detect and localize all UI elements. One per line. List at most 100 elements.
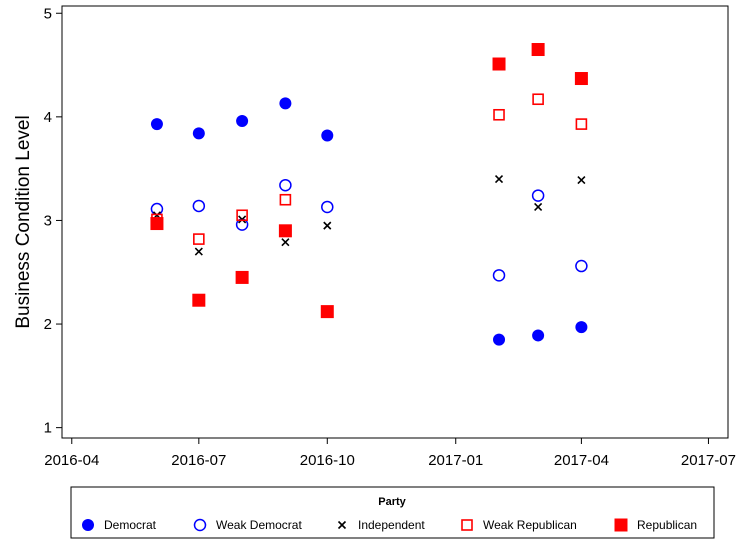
marker-shape [532, 329, 544, 341]
marker-shape [279, 224, 292, 237]
y-tick-label: 4 [44, 109, 52, 126]
marker-shape [496, 176, 503, 183]
data-point-weak-republican [494, 110, 504, 120]
data-point-democrat [279, 97, 291, 109]
data-point-weak-republican [194, 234, 204, 244]
x-tick-label: 2016-07 [171, 452, 226, 469]
marker-shape [282, 239, 289, 246]
marker-shape [533, 190, 544, 201]
x-tick-label: 2017-04 [554, 452, 609, 469]
data-point-independent [535, 203, 542, 210]
data-points [150, 43, 587, 346]
y-axis-title: Business Condition Level [13, 115, 34, 328]
data-point-independent [282, 239, 289, 246]
marker-shape [150, 217, 163, 230]
x-tick-label: 2016-04 [44, 452, 99, 469]
marker-shape [280, 195, 290, 205]
data-point-independent [578, 177, 585, 184]
series-democrat [151, 97, 587, 345]
marker-shape [575, 72, 588, 85]
x-tick-label: 2017-07 [681, 452, 736, 469]
data-point-republican [236, 271, 249, 284]
data-point-weak-democrat [576, 261, 587, 272]
marker-shape [493, 334, 505, 346]
series-republican [150, 43, 587, 318]
marker-shape [192, 294, 205, 307]
legend-label-independent: Independent [358, 518, 425, 532]
legend: Party Democrat Weak Democrat Independent We… [71, 487, 714, 538]
data-point-weak-republican [280, 195, 290, 205]
marker-shape [494, 270, 505, 281]
marker-shape [321, 305, 334, 318]
marker-shape [151, 204, 162, 215]
marker-shape [535, 203, 542, 210]
marker-shape [193, 127, 205, 139]
data-point-republican [150, 217, 163, 230]
marker-shape [321, 129, 333, 141]
legend-label-democrat: Democrat [104, 518, 157, 532]
data-point-weak-democrat [280, 180, 291, 191]
data-point-weak-democrat [193, 200, 204, 211]
data-point-democrat [151, 118, 163, 130]
marker-shape [578, 177, 585, 184]
data-point-independent [324, 222, 331, 229]
data-point-democrat [493, 334, 505, 346]
marker-shape [494, 110, 504, 120]
data-point-democrat [236, 115, 248, 127]
y-axis: 1 2 3 4 5 [44, 5, 62, 436]
marker-shape [576, 261, 587, 272]
data-point-republican [321, 305, 334, 318]
marker-shape [193, 200, 204, 211]
data-point-democrat [575, 321, 587, 333]
marker-shape [532, 43, 545, 56]
data-point-democrat [321, 129, 333, 141]
x-tick-label: 2017-01 [428, 452, 483, 469]
data-point-weak-republican [576, 119, 586, 129]
x-axis: 2016-04 2016-07 2016-10 2017-01 2017-04 2017-… [44, 438, 736, 469]
legend-marker-republican [615, 519, 628, 532]
data-point-democrat [193, 127, 205, 139]
x-tick-label: 2016-10 [300, 452, 355, 469]
legend-title: Party [378, 496, 406, 508]
marker-shape [236, 271, 249, 284]
legend-label-weak-democrat: Weak Democrat [216, 518, 302, 532]
data-point-independent [496, 176, 503, 183]
data-point-republican [532, 43, 545, 56]
legend-label-weak-republican: Weak Republican [483, 518, 577, 532]
data-point-weak-democrat [322, 201, 333, 212]
data-point-weak-republican [533, 94, 543, 104]
series-weak-democrat [151, 180, 586, 281]
marker-shape [279, 97, 291, 109]
data-point-republican [575, 72, 588, 85]
legend-item-republican: Republican [615, 518, 698, 532]
y-tick-label: 5 [44, 5, 52, 22]
data-point-democrat [532, 329, 544, 341]
data-point-republican [493, 58, 506, 71]
series-weak-republican [152, 94, 586, 244]
series-independent [153, 176, 584, 256]
y-tick-label: 3 [44, 212, 52, 229]
y-tick-label: 1 [44, 420, 52, 437]
data-point-weak-democrat [533, 190, 544, 201]
marker-shape [324, 222, 331, 229]
marker-shape [575, 321, 587, 333]
data-point-independent [195, 248, 202, 255]
marker-shape [151, 118, 163, 130]
data-point-republican [279, 224, 292, 237]
legend-marker-democrat [82, 519, 94, 531]
marker-shape [615, 519, 628, 532]
legend-label-republican: Republican [637, 518, 697, 532]
marker-shape [576, 119, 586, 129]
marker-shape [493, 58, 506, 71]
marker-shape [322, 201, 333, 212]
data-point-republican [192, 294, 205, 307]
marker-shape [194, 234, 204, 244]
marker-shape [533, 94, 543, 104]
marker-shape [82, 519, 94, 531]
data-point-weak-democrat [151, 204, 162, 215]
marker-shape [236, 115, 248, 127]
y-tick-label: 2 [44, 316, 52, 333]
data-point-weak-democrat [494, 270, 505, 281]
marker-shape [280, 180, 291, 191]
